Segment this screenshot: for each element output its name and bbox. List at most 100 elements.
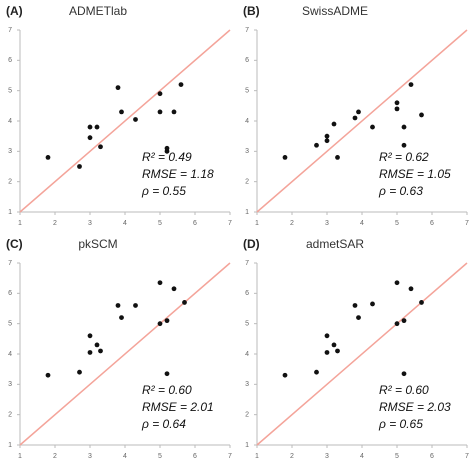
y-tick-label: 2	[8, 412, 12, 419]
panel: (A) ADMETlab 1 2 3 4 5 6 7 1 2 3 4 5 6 7 R² = 0.49 RMSE =…	[6, 4, 232, 227]
annotation: RMSE = 1.18	[142, 167, 214, 181]
x-tick-label: 1	[18, 453, 22, 460]
point	[335, 348, 340, 354]
panel: (C) pkSCM 1 2 3 4 5 6 7 1 2 3 4 5 6 7 R² = 0.60 RMSE = 2.…	[6, 237, 232, 460]
annotation: ρ = 0.63	[378, 184, 423, 198]
point	[98, 348, 103, 354]
point	[157, 280, 163, 286]
y-tick-label: 6	[8, 57, 12, 64]
y-tick-label: 7	[245, 260, 249, 267]
panel: (B) SwissADME 1 2 3 4 5 6 7 1 2 3 4 5 6 7 R² = 0.62 RMSE …	[243, 4, 469, 227]
y-tick-label: 3	[245, 381, 249, 388]
y-tick-label: 1	[8, 442, 12, 449]
y-tick-label: 6	[245, 57, 249, 64]
point	[164, 371, 170, 377]
point	[133, 117, 138, 122]
y-tick-label: 1	[245, 209, 249, 216]
annotation: RMSE = 2.01	[142, 400, 214, 414]
y-tick-label: 3	[8, 381, 12, 388]
y-tick-label: 4	[245, 118, 249, 125]
point	[45, 155, 51, 160]
point	[401, 318, 407, 324]
y-tick-label: 2	[8, 179, 12, 186]
x-tick-label: 4	[123, 220, 127, 227]
point	[157, 321, 163, 327]
y-tick-label: 7	[245, 27, 249, 34]
x-tick-label: 2	[290, 220, 294, 227]
annotation: R² = 0.49	[142, 150, 192, 164]
chart-title: SwissADME	[302, 4, 368, 18]
chart-title: pkSCM	[78, 237, 117, 251]
annotation: R² = 0.60	[142, 383, 192, 397]
chart-title: ADMETlab	[69, 4, 127, 18]
x-tick-label: 1	[255, 453, 259, 460]
point	[401, 124, 407, 130]
point	[335, 155, 340, 160]
y-tick-label: 7	[8, 260, 12, 267]
point	[314, 369, 319, 375]
y-tick-label: 2	[245, 412, 249, 419]
point	[394, 106, 400, 112]
annotation: R² = 0.60	[379, 383, 429, 397]
panel-label: (A)	[6, 4, 23, 18]
x-tick-label: 3	[88, 453, 92, 460]
x-tick-label: 6	[193, 220, 197, 227]
panel-label: (D)	[243, 237, 260, 251]
y-tick-label: 5	[8, 88, 12, 95]
point	[408, 82, 414, 87]
point	[408, 286, 414, 292]
point	[45, 372, 51, 378]
point	[94, 124, 100, 130]
y-tick-label: 3	[245, 148, 249, 155]
x-tick-label: 6	[430, 220, 434, 227]
point	[77, 164, 82, 169]
point	[394, 100, 400, 106]
y-tick-label: 4	[8, 118, 12, 125]
y-tick-label: 2	[245, 179, 249, 186]
point	[164, 318, 170, 324]
point	[87, 350, 93, 355]
x-tick-label: 7	[228, 453, 232, 460]
point	[419, 300, 424, 305]
x-tick-label: 2	[53, 453, 57, 460]
x-tick-label: 5	[158, 220, 162, 227]
y-tick-label: 1	[8, 209, 12, 216]
annotation: RMSE = 2.03	[379, 400, 451, 414]
identity-line	[19, 29, 231, 213]
x-tick-label: 2	[290, 453, 294, 460]
point	[324, 138, 330, 144]
y-tick-label: 5	[245, 88, 249, 95]
x-tick-label: 1	[255, 220, 259, 227]
x-tick-label: 2	[53, 220, 57, 227]
point	[115, 85, 121, 91]
x-tick-label: 4	[360, 220, 364, 227]
x-tick-label: 7	[465, 220, 469, 227]
identity-line	[256, 29, 468, 213]
point	[352, 115, 358, 121]
point	[419, 112, 424, 118]
point	[119, 315, 124, 320]
y-tick-label: 5	[8, 321, 12, 328]
y-tick-label: 7	[8, 27, 12, 34]
point	[164, 148, 170, 154]
point	[77, 369, 82, 375]
point	[356, 315, 361, 320]
point	[282, 372, 288, 378]
point	[370, 301, 375, 307]
point	[133, 303, 138, 308]
x-tick-label: 4	[123, 453, 127, 460]
x-tick-label: 7	[228, 220, 232, 227]
point	[356, 109, 361, 115]
panel: (D) admetSAR 1 2 3 4 5 6 7 1 2 3 4 5 6 7 R² = 0.60 RMSE =…	[243, 237, 469, 460]
panel-label: (C)	[6, 237, 23, 251]
annotation: RMSE = 1.05	[379, 167, 451, 181]
x-tick-label: 5	[395, 220, 399, 227]
point	[314, 142, 319, 148]
x-tick-label: 3	[325, 453, 329, 460]
y-tick-label: 4	[8, 351, 12, 358]
x-tick-label: 3	[88, 220, 92, 227]
y-tick-label: 5	[245, 321, 249, 328]
point	[98, 144, 103, 150]
point	[94, 342, 100, 348]
annotation: R² = 0.62	[379, 150, 429, 164]
